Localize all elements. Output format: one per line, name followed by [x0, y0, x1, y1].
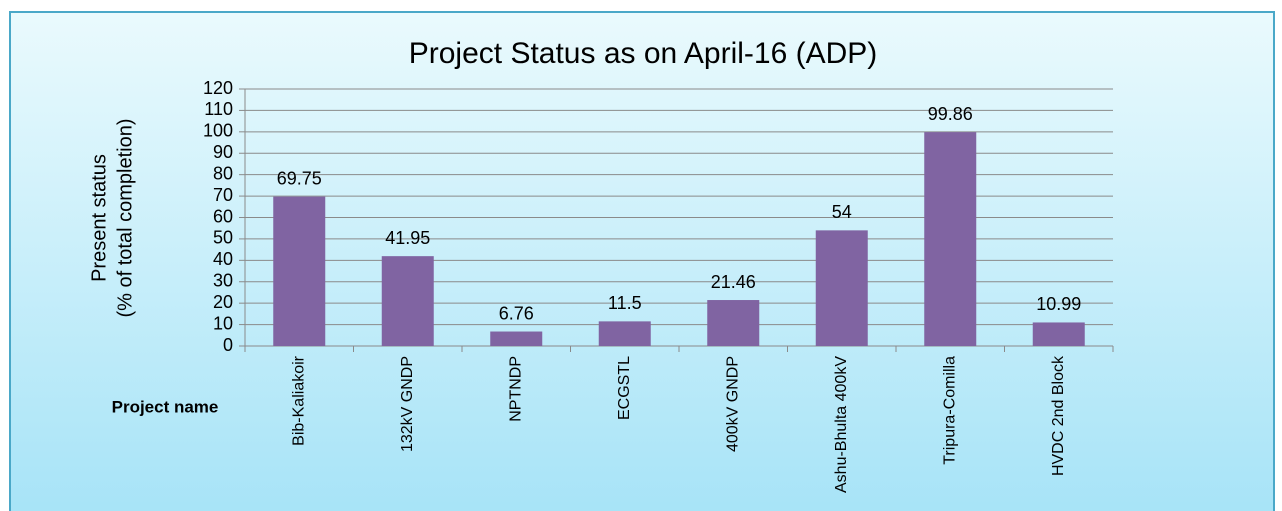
- data-label: 21.46: [711, 272, 756, 292]
- x-tick-label: Ashu-Bhulta 400kV: [833, 356, 850, 493]
- data-label: 54: [832, 202, 852, 222]
- y-tick-label: 100: [203, 121, 233, 141]
- bar: [598, 321, 651, 346]
- bar: [1032, 322, 1085, 346]
- y-tick-label: 0: [223, 335, 233, 355]
- data-label: 10.99: [1036, 294, 1081, 314]
- y-tick-label: 110: [204, 99, 233, 119]
- y-tick-label: 120: [203, 78, 233, 98]
- y-tick-label: 10: [213, 313, 233, 333]
- data-label: 11.5: [608, 293, 642, 313]
- y-tick-label: 20: [213, 292, 233, 312]
- y-tick-label: 80: [213, 163, 233, 183]
- bar: [490, 331, 543, 346]
- x-tick-label: Bib-Kaliakoir: [290, 355, 307, 445]
- chart-title: Project Status as on April-16 (ADP): [409, 37, 878, 70]
- y-tick-label: 70: [213, 185, 233, 205]
- y-tick-label: 90: [213, 142, 233, 162]
- data-label: 69.75: [277, 168, 322, 188]
- x-tick-label: 132kV GNDP: [399, 356, 416, 452]
- x-tick-label: HVDC 2nd Block: [1050, 355, 1067, 476]
- x-axis-label: Project name: [112, 397, 219, 416]
- x-tick-label: 400kV GNDP: [724, 356, 741, 452]
- bar: [381, 256, 434, 346]
- data-label: 6.76: [499, 303, 534, 323]
- y-tick-label: 30: [213, 271, 233, 291]
- data-label: 41.95: [385, 228, 430, 248]
- y-tick-label: 40: [213, 249, 233, 269]
- x-tick-label: Tripura-Comilla: [941, 356, 958, 465]
- bar: [924, 132, 977, 346]
- bar: [707, 300, 760, 346]
- data-label: 99.86: [928, 104, 973, 124]
- y-axis-label: (% of total completion): [114, 119, 136, 318]
- bar: [273, 196, 326, 346]
- x-tick-label: NPTNDP: [507, 356, 524, 422]
- y-tick-label: 60: [213, 206, 233, 226]
- y-tick-label: 50: [213, 228, 233, 248]
- x-tick-label: ECGSTL: [616, 356, 633, 420]
- chart-background: [9, 11, 1275, 511]
- y-axis-label: Present status: [88, 154, 110, 282]
- bar: [815, 230, 868, 346]
